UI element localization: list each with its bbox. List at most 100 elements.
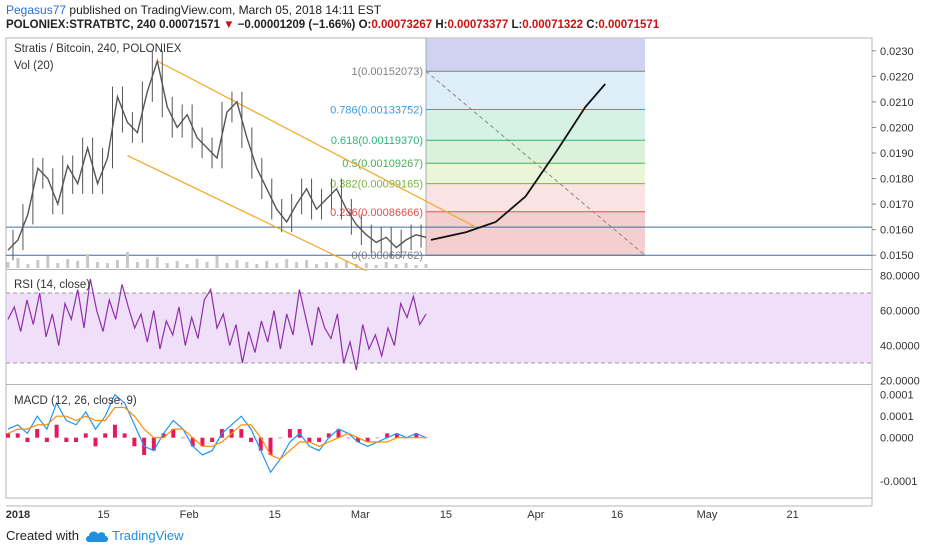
rsi-band [6, 293, 872, 363]
macd-histogram-bar [278, 437, 283, 439]
fib-level-label: 0.618(0.00119370) [331, 135, 423, 147]
macd-histogram-bar [25, 437, 30, 442]
author-link[interactable]: Pegasus77 [6, 3, 67, 17]
time-axis-label: 21 [786, 509, 798, 521]
fib-band [426, 140, 645, 164]
price-change: −0.00001209 (−1.66%) [237, 19, 356, 31]
volume-bar [26, 264, 30, 268]
macd-histogram-bar [326, 433, 331, 438]
volume-bar [334, 263, 338, 268]
macd-histogram-bar [385, 433, 390, 438]
created-with-text: Created with [6, 528, 79, 543]
macd-histogram-bar [239, 429, 244, 438]
channel-line [157, 60, 477, 228]
volume-bar [374, 265, 378, 268]
volume-bar [265, 261, 269, 268]
macd-axis-label: 0.0001 [880, 390, 914, 402]
volume-bar [424, 264, 428, 268]
volume-bar [185, 264, 189, 268]
chart-title: Stratis / Bitcoin, 240, POLONIEX [14, 43, 182, 55]
symbol-label: POLONIEX:STRATBTC, 240 [6, 19, 156, 31]
ohlc-open-label: O: [358, 19, 372, 31]
macd-histogram-bar [161, 433, 166, 438]
macd-histogram-bar [103, 433, 108, 438]
macd-histogram-bar [365, 437, 370, 442]
price-axis-label: 0.0180 [880, 174, 914, 186]
rsi-axis-label: 40.0000 [880, 341, 920, 353]
tradingview-brand[interactable]: TradingView [112, 528, 184, 543]
chart-svg[interactable]: 1(0.00152073) 0.786(0.00133752) 0.618(0.00… [0, 36, 932, 522]
time-axis-label: 15 [269, 509, 281, 521]
volume-bar [66, 259, 70, 268]
volume-bar [86, 254, 90, 268]
price-axis-label: 0.0160 [880, 225, 914, 237]
tradingview-cloud-icon[interactable] [84, 528, 110, 544]
macd-histogram-bar [171, 429, 176, 438]
macd-histogram-bar [210, 437, 215, 442]
volume-bar [414, 265, 418, 268]
volume-bar [205, 262, 209, 268]
time-axis-label: 15 [97, 509, 109, 521]
macd-histogram-bar [200, 437, 205, 447]
fib-band [426, 109, 645, 141]
rsi-line [7, 278, 427, 371]
volume-bar [295, 262, 299, 268]
macd-axis-label: 0.0001 [880, 411, 914, 423]
rsi-axis-label: 20.0000 [880, 376, 920, 388]
volume-bar [384, 262, 388, 268]
macd-histogram-bar [414, 433, 419, 438]
footer: Created with TradingView [0, 522, 932, 550]
macd-histogram-bar [64, 437, 69, 442]
time-axis-label: Feb [180, 509, 199, 521]
macd-histogram-bar [112, 424, 117, 438]
ohlc-low-label: L: [511, 19, 523, 31]
volume-bar [325, 262, 328, 268]
ohlc-high: 0.00073377 [447, 19, 509, 31]
volume-bar [245, 262, 249, 268]
volume-bar [106, 263, 110, 268]
fib-top-band [426, 38, 645, 72]
time-axis-label: Mar [351, 509, 370, 521]
macd-histogram-bar [287, 429, 292, 438]
macd-histogram-bar [74, 437, 79, 442]
pane-labels: Stratis / Bitcoin, 240, POLONIEX Vol (20)… [14, 43, 182, 407]
macd-histogram-bar [190, 437, 195, 447]
volume-bar [6, 262, 10, 268]
volume-bar [305, 260, 309, 268]
volume-bar [175, 261, 179, 268]
macd-histogram-bar [93, 437, 98, 447]
fib-level-label: 0.5(0.00109267) [342, 158, 423, 170]
macd-line [7, 393, 427, 474]
macd-histogram-bar [249, 437, 254, 442]
volume-bar [16, 258, 20, 268]
volume-bar [404, 263, 408, 268]
volume-bar [96, 262, 100, 268]
macd-pane [6, 393, 429, 474]
ohlc-open: 0.00073267 [371, 19, 433, 31]
price-series-line [7, 58, 427, 251]
symbol-line: POLONIEX:STRATBTC, 240 0.00071571 ▼ −0.0… [6, 19, 659, 31]
volume-label: Vol (20) [14, 60, 54, 72]
time-axis-label: 16 [611, 509, 623, 521]
volume-bar [364, 263, 368, 268]
volume-bar [394, 264, 398, 268]
volume-bar [215, 256, 219, 268]
price-axis-label: 0.0190 [880, 148, 914, 160]
macd-histogram-bar [44, 437, 49, 442]
macd-histogram-bar [346, 437, 351, 439]
volume-bar [76, 261, 80, 268]
time-axis-label: 2018 [6, 509, 30, 521]
macd-histogram-bar [424, 437, 429, 439]
ohlc-close-label: C: [586, 19, 599, 31]
macd-histogram-bar [180, 437, 185, 439]
price-pane: 1(0.00152073) 0.786(0.00133752) 0.618(0.00… [6, 38, 872, 272]
fib-band [426, 71, 645, 110]
axes: 0.0230 0.0220 0.0210 0.0200 0.0190 0.0180 0.01… [6, 46, 920, 521]
down-arrow-icon: ▼ [223, 19, 235, 31]
volume-bar [255, 264, 259, 268]
price-axis-label: 0.0210 [880, 97, 914, 109]
ohlc-high-label: H: [435, 19, 448, 31]
macd-histogram-bar [317, 437, 322, 442]
rsi-axis-label: 80.0000 [880, 271, 920, 283]
rsi-axis-label: 60.0000 [880, 306, 920, 318]
